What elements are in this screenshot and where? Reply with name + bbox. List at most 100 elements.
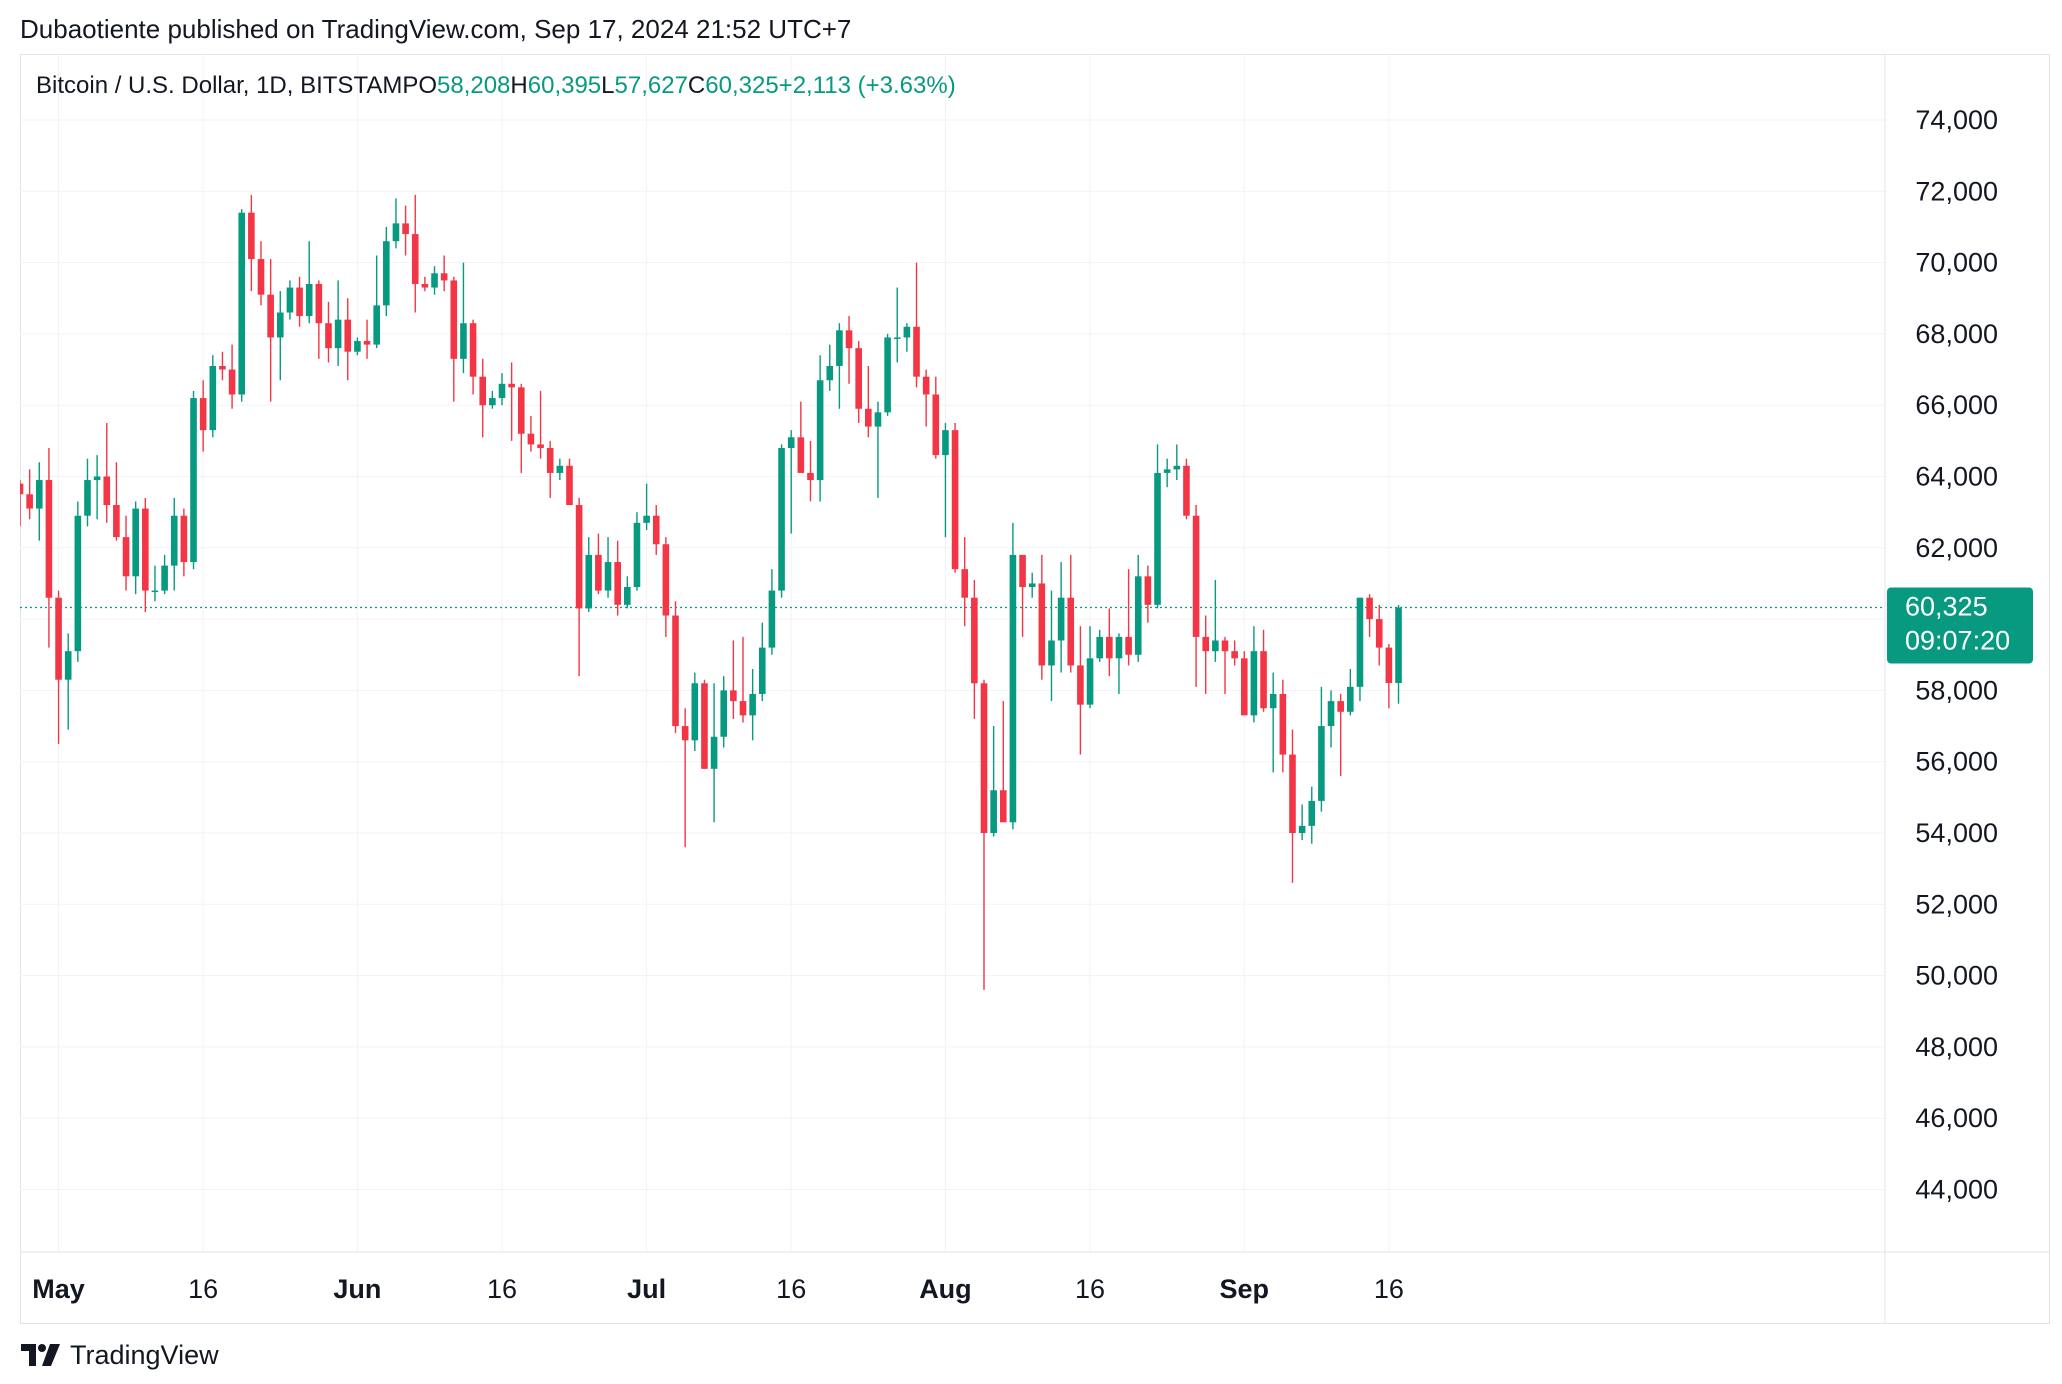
candle-body <box>633 522 641 588</box>
y-tick-label: 62,000 <box>1915 533 1998 563</box>
candle-body <box>990 790 997 833</box>
y-tick-label: 70,000 <box>1915 248 1998 278</box>
candle-body <box>1134 576 1142 655</box>
price-marker-countdown: 09:07:20 <box>1905 626 2010 656</box>
candle-body <box>614 562 621 605</box>
candle-body <box>170 515 178 566</box>
low-key: L <box>601 72 615 99</box>
candle-body <box>1337 701 1344 712</box>
candlestick-chart[interactable]: 44,000 46,000 48,000 50,000 52,000 54,000 56,0… <box>20 54 2050 1324</box>
candle-body <box>855 348 862 409</box>
candle-body <box>209 365 217 431</box>
candle-body <box>305 283 313 317</box>
x-tick-label: 16 <box>487 1274 517 1304</box>
publisher-line: Dubaotiente published on TradingView.com… <box>20 14 852 44</box>
candle-body <box>248 212 255 260</box>
candle-body <box>865 408 872 427</box>
candle-body <box>1240 658 1248 716</box>
candle-body <box>122 537 130 577</box>
candle-body <box>1318 726 1325 801</box>
candle-body <box>219 365 226 370</box>
candle-body <box>1067 597 1075 666</box>
candle-body <box>537 444 544 448</box>
candle-body <box>1144 576 1152 605</box>
candle-body <box>1221 640 1229 652</box>
price-marker-box <box>1887 587 2033 664</box>
close-key: C <box>687 72 706 99</box>
x-tick-label: Jun <box>333 1274 381 1304</box>
candle-body <box>701 683 708 769</box>
candle-body <box>180 515 188 563</box>
candle-body <box>35 480 43 509</box>
candle-body <box>45 480 53 598</box>
candle-body <box>903 326 911 338</box>
candle-body <box>932 394 940 456</box>
candle-body <box>768 590 776 648</box>
symbol-legend: Bitcoin / U.S. Dollar, 1D, BITSTAMPO58,2… <box>36 72 956 100</box>
candle-body <box>1115 636 1123 659</box>
candle-body <box>643 515 650 523</box>
candle-body <box>55 597 62 680</box>
candle-body <box>1356 597 1364 687</box>
chart-frame: 44,000 46,000 48,000 50,000 52,000 54,000 56,0… <box>20 54 2050 1324</box>
change-value: +2,113 (+3.63%) <box>778 72 956 99</box>
candle-body <box>595 554 602 591</box>
y-tick-label: 56,000 <box>1915 747 1998 777</box>
x-tick-label: Jul <box>627 1274 666 1304</box>
x-tick-label: 16 <box>1374 1274 1404 1304</box>
time-axis[interactable]: May 16 Jun 16 Jul 16 Aug 16 Sep 16 <box>32 1274 1404 1304</box>
candle-body <box>1086 658 1094 705</box>
candle-body <box>296 287 303 317</box>
candle-body <box>228 369 236 395</box>
candle-body <box>1385 647 1393 683</box>
candle-body <box>440 273 448 281</box>
candle-body <box>508 383 515 388</box>
candle-body <box>739 701 747 716</box>
footer: TradingView <box>20 1340 219 1370</box>
candle-body <box>913 326 920 377</box>
y-tick-label: 54,000 <box>1915 818 1998 848</box>
candle-body <box>460 323 467 359</box>
footer-brand[interactable]: TradingView <box>70 1339 219 1370</box>
candle-body <box>1028 583 1036 588</box>
candle-body <box>498 383 506 399</box>
y-tick-label: 72,000 <box>1915 176 1998 206</box>
candle-body <box>691 683 699 741</box>
candle-body <box>1298 825 1306 833</box>
candle-body <box>1192 515 1200 637</box>
candle-body <box>421 283 429 288</box>
candle-body <box>951 430 959 570</box>
candle-body <box>1173 465 1181 470</box>
candle-body <box>980 683 988 833</box>
candle-body <box>1038 583 1046 666</box>
candle-body <box>1375 619 1383 648</box>
candle-body <box>190 398 197 563</box>
y-tick-label: 46,000 <box>1915 1103 1998 1133</box>
price-marker: 60,325 09:07:20 <box>1887 587 2033 664</box>
candle-body <box>710 736 718 769</box>
candle-body <box>479 376 487 406</box>
chart-border <box>20 54 2050 1324</box>
candle-body <box>113 505 120 538</box>
candle-body <box>383 241 390 306</box>
candle-body <box>84 480 91 516</box>
y-tick-label: 58,000 <box>1915 675 1998 705</box>
candle-body <box>1279 693 1287 755</box>
candle-body <box>893 337 901 339</box>
candle-body <box>1009 554 1017 823</box>
candle-body <box>142 508 149 591</box>
candle-body <box>238 212 246 395</box>
candle-body <box>797 437 805 473</box>
candle-body <box>315 283 323 324</box>
candle-body <box>1327 701 1335 727</box>
y-tick-label: 44,000 <box>1915 1175 1998 1205</box>
x-tick-label: 16 <box>776 1274 806 1304</box>
symbol-title: Bitcoin / U.S. Dollar, 1D, BITSTAMP <box>36 72 419 99</box>
candle-body <box>730 690 737 702</box>
candle-body <box>1289 754 1296 833</box>
candle-body <box>344 319 352 352</box>
candle-body <box>874 412 882 427</box>
price-marker-value: 60,325 <box>1905 592 1988 622</box>
candle-body <box>334 319 342 349</box>
tradingview-logo-icon[interactable] <box>20 1342 62 1368</box>
